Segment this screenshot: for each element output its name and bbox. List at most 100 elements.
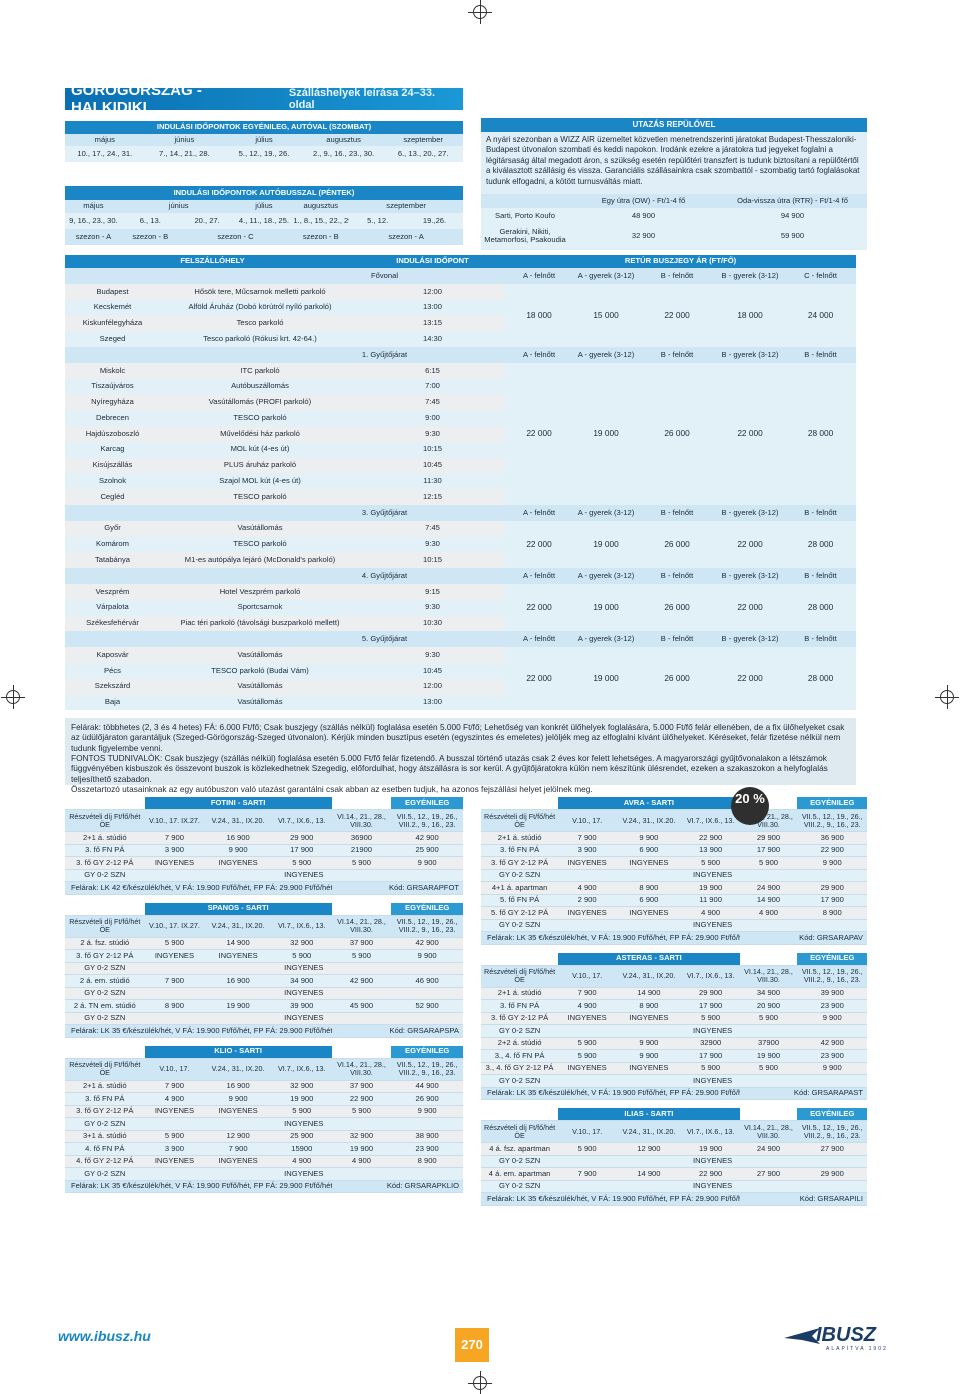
- table-row: GY 0-2 SZN INGYENES: [481, 869, 867, 882]
- table-row: 4. fő GY 2-12 PÁ INGYENES INGYENES 4 900 4 9…: [65, 1155, 463, 1168]
- price-cell: 29 900: [797, 881, 867, 895]
- price-cell: 29 900: [797, 1167, 867, 1181]
- price-cell: 18 000: [715, 283, 786, 347]
- price-cell: 5 900: [558, 1142, 617, 1156]
- table-row: 3. fő FN PÁ 3 900 9 900 17 900 21900 25 900: [65, 844, 463, 857]
- price-cell: 22 900: [797, 844, 867, 857]
- footer-url[interactable]: www.ibusz.hu: [58, 1328, 151, 1344]
- price-cell: INGYENES: [144, 1155, 205, 1168]
- price-cell: INGYENES: [558, 906, 617, 920]
- price-cell: 42 900: [391, 937, 463, 950]
- price-cell: 34 900: [739, 987, 798, 1000]
- car-months-row: május június július augusztus szeptember: [65, 134, 463, 146]
- price-col-header: B - felnőtt: [660, 349, 694, 359]
- price-cell: 22 000: [715, 520, 786, 569]
- group-name: 3. Gyűjtőjárat: [361, 507, 408, 517]
- price-cell: 5 900: [331, 1105, 392, 1118]
- hotel-name: ASTERAS - SARTI: [558, 952, 740, 966]
- table-row: 2 á. em. stúdió 7 900 16 900 34 900 42 900 46…: [65, 974, 463, 988]
- price-cell: 27 900: [739, 1167, 798, 1181]
- logo-text: IBUSZ: [816, 1324, 876, 1346]
- month-cell: június: [174, 134, 195, 144]
- logo-subtext: ALAPÍTVA 1902: [826, 1346, 888, 1352]
- hotel-name: FOTINI - SARTI: [144, 797, 332, 810]
- price-cell: INGYENES: [616, 1012, 682, 1025]
- room-type: 3. fő FN PÁ: [65, 1092, 145, 1106]
- price-cell: 24 900: [739, 881, 798, 895]
- price-cell: 14 900: [616, 1167, 682, 1181]
- hotel-col-header: VII.5., 12., 19., 26., VIII.2., 9., 16.,…: [391, 915, 463, 938]
- group-header-row: 5. Gyűjtőjárat A - felnőtt A - gyerek (3-1…: [65, 631, 857, 648]
- hotel-col-header: Részvételi díj Ft/fő/hét ÖE: [481, 965, 559, 988]
- room-type: GY 0-2 SZN: [481, 1074, 559, 1088]
- page-title: GÖRÖGORSZÁG - HALKIDIKI: [71, 82, 202, 116]
- price-col-header: A - gyerek (3-12): [577, 507, 635, 517]
- flight-ow: 48 900: [631, 210, 656, 220]
- price-cell: 5 900: [331, 856, 392, 870]
- price-cell: INGYENES: [558, 1180, 867, 1193]
- price-col-header: A - felnőtt: [522, 570, 556, 580]
- hotel-col-header: VII.5., 12., 19., 26., VIII.2., 9., 16.,…: [797, 965, 867, 988]
- stop-location: ITC parkoló: [240, 365, 280, 375]
- left-hotel-column: FOTINI - SARTI EGYÉNILEG Részvételi díj Ft…: [65, 797, 463, 1201]
- stop-location: TESCO parkoló (Budai Vám): [211, 665, 309, 675]
- price-col-header: B - gyerek (3-12): [721, 349, 779, 359]
- price-cell: 14 900: [204, 937, 272, 950]
- price-col-header: A - gyerek (3-12): [577, 634, 635, 644]
- stop-city: Nyíregyháza: [91, 397, 134, 407]
- hotel-tag: EGYÉNILEG: [797, 797, 867, 810]
- date-cell: 20., 27.: [194, 215, 220, 225]
- table-row: 3. fő FN PÁ 4 900 8 900 17 900 20 900 23 900: [481, 999, 867, 1013]
- stop-city: Tatabánya: [94, 555, 131, 565]
- price-cell: 12 900: [616, 1142, 682, 1156]
- price-col-header: B - felnőtt: [660, 634, 694, 644]
- hotel-col-header: VII.5., 12., 19., 26., VIII.2., 9., 16.,…: [391, 809, 463, 832]
- price-cell: 23 900: [391, 1142, 463, 1156]
- price-cell: 16 900: [204, 831, 272, 845]
- price-cell: 42 900: [797, 1037, 867, 1050]
- month-cell: szeptember: [403, 134, 444, 144]
- stop-city: Veszprém: [95, 586, 130, 596]
- price-cell: 22 000: [639, 283, 716, 347]
- price-cell: 6 900: [616, 844, 682, 857]
- room-type: GY 0-2 SZN: [65, 1117, 145, 1131]
- price-col-header: B - gyerek (3-12): [721, 507, 779, 517]
- stop-city: Komárom: [96, 539, 129, 549]
- price-cell: 19 000: [573, 583, 640, 632]
- price-cell: INGYENES: [144, 962, 463, 975]
- hotel-code: Kód: GRSARAPILI: [739, 1192, 867, 1206]
- stop-city: Tiszaújváros: [91, 381, 134, 391]
- price-cell: 22 900: [681, 1167, 740, 1181]
- price-cell: 44 900: [391, 1080, 463, 1093]
- stop-city: Pécs: [104, 665, 121, 675]
- stop-time: 14:30: [423, 333, 443, 343]
- room-type: GY 0-2 SZN: [65, 1167, 145, 1181]
- price-cell: 9 900: [616, 1037, 682, 1050]
- room-type: 3. fő GY 2-12 PÁ: [65, 949, 145, 963]
- hotel-col-header: Részvételi díj Ft/fő/hét ÖE: [65, 809, 145, 832]
- stop-city: Baja: [104, 697, 121, 707]
- hotel-code: Kód: GRSARAPAST: [739, 1087, 867, 1100]
- price-cell: INGYENES: [616, 1062, 682, 1075]
- room-type: GY 0-2 SZN: [481, 919, 559, 932]
- price-cell: 39 900: [797, 987, 867, 1000]
- price-cell: 22 900: [681, 831, 740, 845]
- hotel-table: KLIO - SARTI EGYÉNILEG Részvételi díj Ft/f…: [65, 1045, 463, 1194]
- date-cell: 2., 9., 16., 23., 30.: [312, 148, 375, 158]
- price-cell: 32 900: [331, 1130, 392, 1143]
- price-col-header: B - felnőtt: [660, 507, 694, 517]
- price-cell: 5 900: [271, 949, 332, 963]
- room-type: GY 0-2 SZN: [481, 1155, 559, 1168]
- price-cell: 9 900: [616, 831, 682, 845]
- table-row: GY 0-2 SZN INGYENES: [481, 1180, 867, 1193]
- crop-mark-bottom: [468, 1371, 492, 1394]
- price-cell: 17 900: [681, 999, 740, 1013]
- price-cell: 42 900: [331, 974, 392, 988]
- stop-city: Győr: [104, 523, 121, 533]
- price-cell: INGYENES: [558, 1024, 867, 1038]
- price-col-header: B - gyerek (3-12): [721, 570, 779, 580]
- price-cell: 3 900: [144, 1142, 205, 1156]
- table-row: 3. fő GY 2-12 PÁ INGYENES INGYENES 5 900 5 9…: [481, 856, 867, 870]
- stop-location: Művelődési ház parkoló: [220, 428, 300, 438]
- table-row: GY 0-2 SZN INGYENES: [481, 919, 867, 932]
